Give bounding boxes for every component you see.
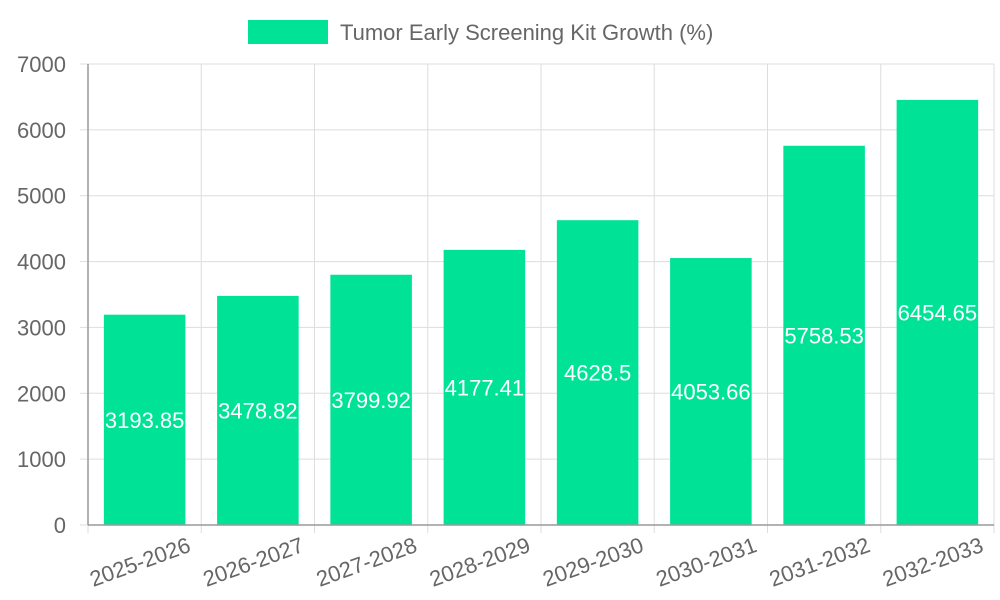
bar [670,258,752,525]
y-tick-label: 0 [54,513,66,538]
y-tick-label: 7000 [17,52,66,77]
x-tick-label: 2025-2026 [86,532,193,591]
bar [330,274,412,525]
axes [87,64,994,526]
y-tick-label: 6000 [17,118,66,143]
data-label: 3799.92 [331,388,411,413]
y-tick-label: 2000 [17,381,66,406]
legend: Tumor Early Screening Kit Growth (%) [248,20,713,45]
x-tick-label: 2032-2033 [879,532,986,591]
x-axis-ticks: 2025-2026 2026-2027 2027-2028 2028-2029 2029… [86,532,986,591]
bars [103,99,979,526]
y-axis-ticks: 0 1000 2000 3000 4000 5000 6000 7000 [17,52,66,538]
y-tick-label: 4000 [17,250,66,275]
data-label: 4177.41 [445,375,525,400]
data-label: 4628.5 [564,361,631,386]
bar [783,145,865,525]
bar [217,295,299,525]
data-label: 3478.82 [218,398,298,423]
bar [443,249,526,526]
data-label: 6454.65 [898,300,978,325]
bar [103,314,186,525]
legend-label: Tumor Early Screening Kit Growth (%) [340,20,713,45]
bar [896,99,979,525]
bar [556,220,639,525]
y-tick-label: 5000 [17,184,66,209]
y-tick-label: 1000 [17,447,66,472]
legend-swatch [248,20,328,44]
x-tick-label: 2030-2031 [653,532,760,591]
x-tick-label: 2026-2027 [200,532,307,591]
x-tick-label: 2028-2029 [426,532,533,591]
data-labels: 3193.85 3478.82 3799.92 4177.41 4628.5 4053.6… [105,300,977,432]
y-tick-label: 3000 [17,315,66,340]
x-tick-label: 2029-2030 [539,532,646,591]
x-tick-label: 2031-2032 [766,532,873,591]
data-label: 5758.53 [784,323,864,348]
data-label: 4053.66 [671,380,751,405]
data-label: 3193.85 [105,408,185,433]
x-tick-label: 2027-2028 [313,532,420,591]
